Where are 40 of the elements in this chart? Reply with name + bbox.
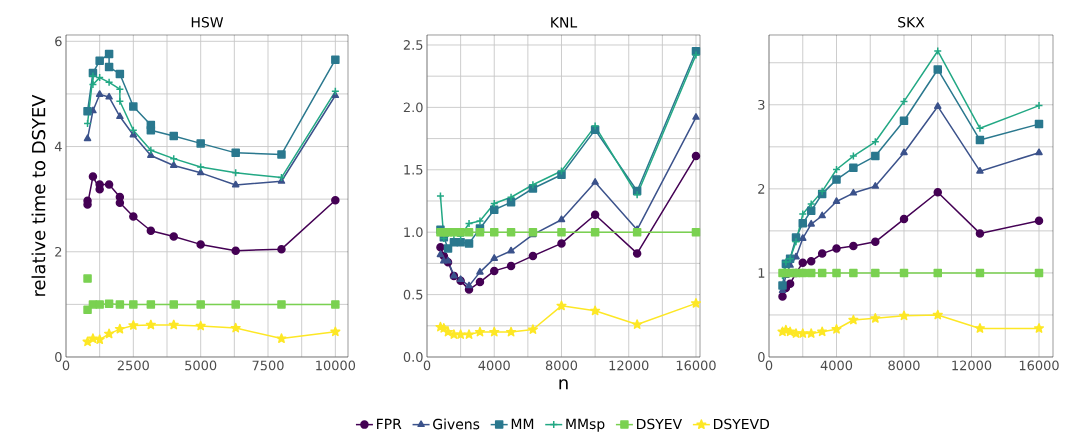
- x-tick-label: 0: [423, 360, 431, 371]
- chart-title: SKX: [898, 16, 925, 28]
- x-tick-label: 7500: [252, 360, 284, 371]
- y-tick-label: 0.5: [403, 289, 423, 300]
- x-tick-label: 12000: [609, 360, 649, 371]
- y-tick-label: 6: [55, 36, 62, 47]
- x-tick-label: 8000: [888, 360, 920, 371]
- y-tick-label: 1.0: [404, 227, 423, 238]
- legend-label: FPR: [377, 418, 402, 429]
- y-axis-title: relative time to DSYEV: [31, 94, 46, 296]
- x-tick-label: 5000: [185, 360, 217, 371]
- chart-title: KNL: [551, 17, 578, 28]
- legend-label: DSYEVD: [714, 418, 770, 430]
- legend-label: MM: [511, 418, 534, 429]
- legend-label: DSYEV: [637, 418, 683, 430]
- y-tick-label: 2: [55, 246, 62, 257]
- x-tick-label: 16000: [676, 360, 716, 371]
- chart-title: HSW: [191, 16, 224, 28]
- y-tick-label: 0: [55, 352, 62, 362]
- x-tick-label: 2500: [117, 360, 149, 371]
- x-tick-label: 4000: [478, 360, 510, 371]
- legend-label: MMsp: [566, 418, 605, 432]
- legend-label: Givens: [433, 418, 480, 430]
- y-tick-label: 1.5: [404, 164, 423, 175]
- x-tick-label: 10000: [316, 360, 356, 371]
- y-tick-label: 1: [758, 268, 765, 278]
- x-tick-label: 0: [62, 360, 70, 371]
- x-tick-label: 12000: [952, 360, 992, 371]
- x-tick-label: 8000: [545, 360, 578, 371]
- y-tick-label: 4: [54, 141, 62, 152]
- x-axis-title: n: [559, 379, 568, 390]
- x-tick-label: 0: [765, 360, 773, 371]
- y-tick-label: 2.5: [403, 40, 423, 50]
- x-tick-label: 16000: [1019, 360, 1059, 371]
- x-tick-label: 4000: [820, 360, 853, 371]
- y-tick-label: 0: [758, 352, 765, 362]
- y-tick-label: 3: [758, 99, 765, 110]
- y-tick-label: 0.0: [403, 352, 423, 362]
- y-tick-label: 2.0: [403, 102, 423, 113]
- y-tick-label: 2: [758, 184, 765, 194]
